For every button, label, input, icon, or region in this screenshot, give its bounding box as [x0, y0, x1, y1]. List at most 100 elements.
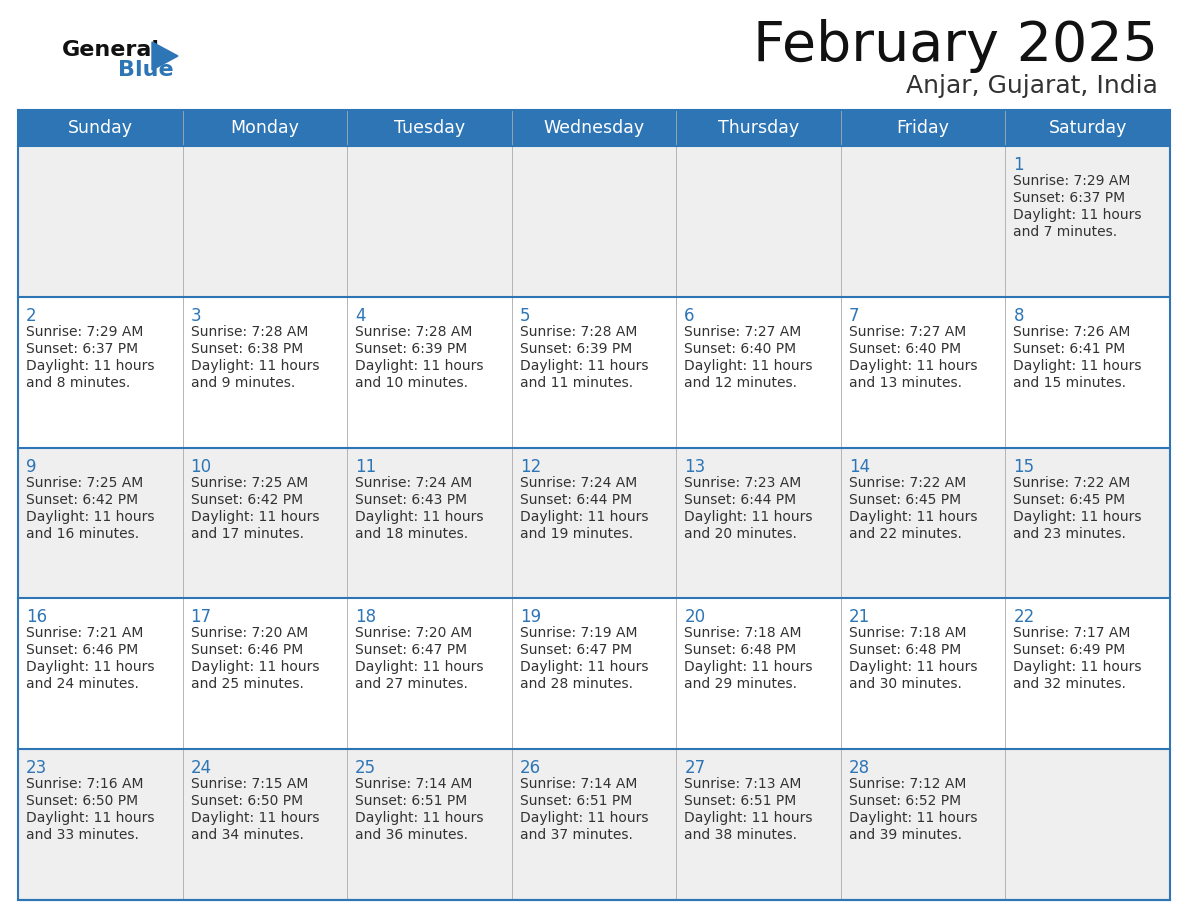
Text: Daylight: 11 hours: Daylight: 11 hours [1013, 660, 1142, 675]
Text: and 32 minutes.: and 32 minutes. [1013, 677, 1126, 691]
Text: 28: 28 [849, 759, 870, 778]
Text: Daylight: 11 hours: Daylight: 11 hours [684, 812, 813, 825]
Text: and 20 minutes.: and 20 minutes. [684, 527, 797, 541]
Text: Sunrise: 7:16 AM: Sunrise: 7:16 AM [26, 778, 144, 791]
Bar [18, 599, 1170, 749]
Text: Daylight: 11 hours: Daylight: 11 hours [684, 359, 813, 373]
Text: Sunset: 6:51 PM: Sunset: 6:51 PM [684, 794, 796, 808]
Text: Daylight: 11 hours: Daylight: 11 hours [355, 660, 484, 675]
Text: and 29 minutes.: and 29 minutes. [684, 677, 797, 691]
Text: Sunrise: 7:20 AM: Sunrise: 7:20 AM [355, 626, 473, 641]
Text: Sunrise: 7:28 AM: Sunrise: 7:28 AM [190, 325, 308, 339]
Text: Sunrise: 7:29 AM: Sunrise: 7:29 AM [1013, 174, 1131, 188]
Text: Sunset: 6:48 PM: Sunset: 6:48 PM [849, 644, 961, 657]
Text: and 10 minutes.: and 10 minutes. [355, 375, 468, 390]
Text: Daylight: 11 hours: Daylight: 11 hours [1013, 359, 1142, 373]
Text: Sunrise: 7:12 AM: Sunrise: 7:12 AM [849, 778, 966, 791]
Bar [18, 749, 1170, 900]
Text: 7: 7 [849, 307, 859, 325]
Text: Sunset: 6:39 PM: Sunset: 6:39 PM [355, 341, 467, 356]
Text: 8: 8 [1013, 307, 1024, 325]
Text: Daylight: 11 hours: Daylight: 11 hours [684, 660, 813, 675]
Text: and 28 minutes.: and 28 minutes. [519, 677, 633, 691]
Text: Sunset: 6:49 PM: Sunset: 6:49 PM [1013, 644, 1126, 657]
Text: 3: 3 [190, 307, 201, 325]
Text: and 33 minutes.: and 33 minutes. [26, 828, 139, 842]
Text: Sunrise: 7:26 AM: Sunrise: 7:26 AM [1013, 325, 1131, 339]
Text: Sunset: 6:44 PM: Sunset: 6:44 PM [519, 493, 632, 507]
Text: Sunrise: 7:24 AM: Sunrise: 7:24 AM [355, 476, 473, 489]
Text: Sunrise: 7:15 AM: Sunrise: 7:15 AM [190, 778, 308, 791]
Text: Sunrise: 7:28 AM: Sunrise: 7:28 AM [355, 325, 473, 339]
Text: and 22 minutes.: and 22 minutes. [849, 527, 962, 541]
Bar [18, 110, 1170, 146]
Text: and 8 minutes.: and 8 minutes. [26, 375, 131, 390]
Text: Sunset: 6:40 PM: Sunset: 6:40 PM [849, 341, 961, 356]
Text: Sunrise: 7:27 AM: Sunrise: 7:27 AM [849, 325, 966, 339]
Text: 4: 4 [355, 307, 366, 325]
Text: Sunrise: 7:19 AM: Sunrise: 7:19 AM [519, 626, 637, 641]
Text: Daylight: 11 hours: Daylight: 11 hours [849, 660, 978, 675]
Text: Sunset: 6:42 PM: Sunset: 6:42 PM [190, 493, 303, 507]
Text: Sunset: 6:37 PM: Sunset: 6:37 PM [26, 341, 138, 356]
Text: and 18 minutes.: and 18 minutes. [355, 527, 468, 541]
Text: February 2025: February 2025 [753, 19, 1158, 73]
Text: Daylight: 11 hours: Daylight: 11 hours [190, 509, 320, 523]
Text: Daylight: 11 hours: Daylight: 11 hours [519, 509, 649, 523]
Text: 26: 26 [519, 759, 541, 778]
Text: and 23 minutes.: and 23 minutes. [1013, 527, 1126, 541]
Text: 10: 10 [190, 457, 211, 476]
Text: Sunset: 6:47 PM: Sunset: 6:47 PM [355, 644, 467, 657]
Text: 1: 1 [1013, 156, 1024, 174]
Text: 18: 18 [355, 609, 377, 626]
Text: Sunset: 6:50 PM: Sunset: 6:50 PM [190, 794, 303, 808]
Text: Daylight: 11 hours: Daylight: 11 hours [190, 812, 320, 825]
Text: 13: 13 [684, 457, 706, 476]
Text: Sunset: 6:46 PM: Sunset: 6:46 PM [26, 644, 138, 657]
Text: Daylight: 11 hours: Daylight: 11 hours [684, 509, 813, 523]
Text: Daylight: 11 hours: Daylight: 11 hours [1013, 509, 1142, 523]
Text: Sunrise: 7:25 AM: Sunrise: 7:25 AM [190, 476, 308, 489]
Text: Sunset: 6:45 PM: Sunset: 6:45 PM [1013, 493, 1125, 507]
Text: Daylight: 11 hours: Daylight: 11 hours [355, 359, 484, 373]
Text: and 27 minutes.: and 27 minutes. [355, 677, 468, 691]
Text: and 7 minutes.: and 7 minutes. [1013, 225, 1118, 239]
Text: 14: 14 [849, 457, 870, 476]
Text: Sunday: Sunday [68, 119, 133, 137]
Text: Sunrise: 7:18 AM: Sunrise: 7:18 AM [684, 626, 802, 641]
Bar [18, 110, 1170, 900]
Text: 16: 16 [26, 609, 48, 626]
Text: Sunrise: 7:14 AM: Sunrise: 7:14 AM [355, 778, 473, 791]
Bar [18, 448, 1170, 599]
Text: Daylight: 11 hours: Daylight: 11 hours [519, 660, 649, 675]
Text: Daylight: 11 hours: Daylight: 11 hours [849, 812, 978, 825]
Text: Saturday: Saturday [1049, 119, 1127, 137]
Text: and 34 minutes.: and 34 minutes. [190, 828, 303, 842]
Text: Sunrise: 7:23 AM: Sunrise: 7:23 AM [684, 476, 802, 489]
Text: Sunrise: 7:20 AM: Sunrise: 7:20 AM [190, 626, 308, 641]
Text: and 38 minutes.: and 38 minutes. [684, 828, 797, 842]
Text: Daylight: 11 hours: Daylight: 11 hours [26, 812, 154, 825]
Text: 23: 23 [26, 759, 48, 778]
Text: and 36 minutes.: and 36 minutes. [355, 828, 468, 842]
Text: Tuesday: Tuesday [394, 119, 465, 137]
Text: Sunset: 6:50 PM: Sunset: 6:50 PM [26, 794, 138, 808]
Text: Sunset: 6:45 PM: Sunset: 6:45 PM [849, 493, 961, 507]
Text: and 11 minutes.: and 11 minutes. [519, 375, 633, 390]
Text: Sunset: 6:40 PM: Sunset: 6:40 PM [684, 341, 796, 356]
Text: and 9 minutes.: and 9 minutes. [190, 375, 295, 390]
Text: Sunrise: 7:27 AM: Sunrise: 7:27 AM [684, 325, 802, 339]
Text: Sunset: 6:48 PM: Sunset: 6:48 PM [684, 644, 796, 657]
Text: 17: 17 [190, 609, 211, 626]
Text: Sunset: 6:37 PM: Sunset: 6:37 PM [1013, 191, 1125, 205]
Text: 15: 15 [1013, 457, 1035, 476]
Text: Sunrise: 7:18 AM: Sunrise: 7:18 AM [849, 626, 966, 641]
Text: Anjar, Gujarat, India: Anjar, Gujarat, India [906, 74, 1158, 98]
Text: 5: 5 [519, 307, 530, 325]
Text: Blue: Blue [118, 60, 173, 80]
Text: Sunrise: 7:29 AM: Sunrise: 7:29 AM [26, 325, 144, 339]
Text: Sunset: 6:41 PM: Sunset: 6:41 PM [1013, 341, 1126, 356]
Text: Daylight: 11 hours: Daylight: 11 hours [519, 812, 649, 825]
Text: and 15 minutes.: and 15 minutes. [1013, 375, 1126, 390]
Text: Sunset: 6:42 PM: Sunset: 6:42 PM [26, 493, 138, 507]
